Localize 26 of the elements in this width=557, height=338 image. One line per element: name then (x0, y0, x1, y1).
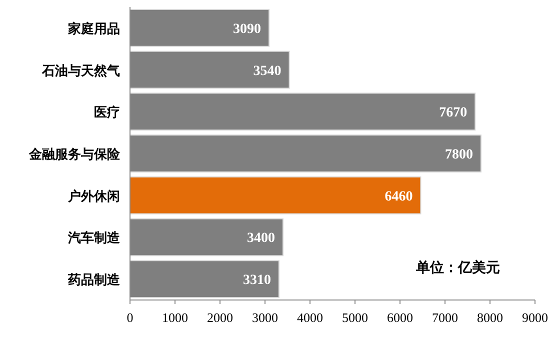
data-label: 3090 (233, 22, 262, 37)
x-tick-label: 8000 (477, 310, 503, 325)
x-tick-label: 5000 (342, 310, 368, 325)
y-tick-label: 药品制造 (67, 272, 121, 288)
bar (130, 176, 422, 214)
data-label: 3310 (242, 273, 271, 288)
x-tick-label: 9000 (522, 310, 548, 325)
x-tick-label: 6000 (387, 310, 413, 325)
data-label: 6460 (384, 189, 413, 204)
x-tick-label: 7000 (432, 310, 458, 325)
y-tick-label: 家庭用品 (67, 20, 120, 37)
y-tick-label: 石油与天然气 (41, 64, 120, 79)
x-tick-label: 2000 (207, 310, 233, 325)
x-tick-label: 3000 (252, 310, 278, 325)
x-tick-label: 1000 (162, 310, 188, 325)
y-tick-label: 医疗 (94, 104, 120, 121)
y-tick-label: 金融服务与保险 (28, 148, 121, 162)
x-tick-label: 0 (126, 310, 134, 325)
data-label: 7670 (439, 106, 468, 121)
data-label: 3400 (247, 231, 275, 246)
x-tick-label: 4000 (297, 310, 323, 325)
data-label: 7800 (445, 148, 473, 162)
annotation: 单位：亿美元 (415, 259, 500, 276)
y-tick-label: 汽车制造 (67, 230, 121, 246)
y-tick-label: 户外休闲 (67, 188, 120, 204)
data-label: 3540 (253, 64, 282, 79)
